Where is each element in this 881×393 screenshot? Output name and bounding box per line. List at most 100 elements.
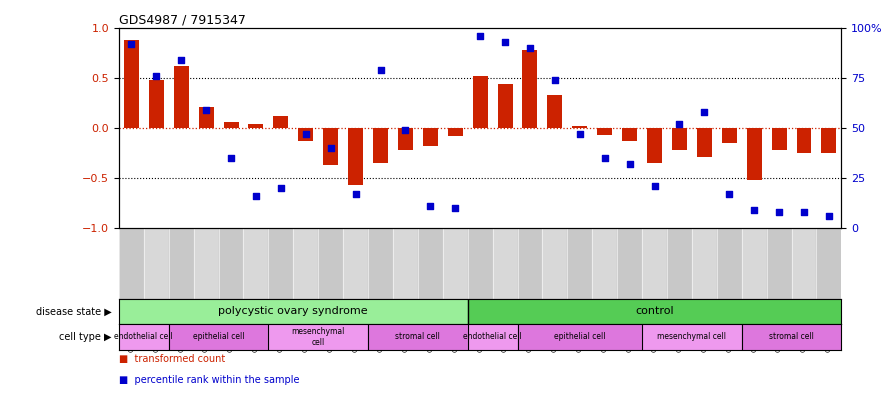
Point xyxy=(199,107,213,113)
Point xyxy=(573,130,587,137)
Bar xyxy=(418,228,443,299)
Bar xyxy=(373,128,388,163)
Bar xyxy=(368,228,393,299)
Bar xyxy=(119,299,468,324)
Point xyxy=(448,205,463,211)
Bar xyxy=(592,228,618,299)
Bar xyxy=(642,324,742,350)
Bar xyxy=(517,324,642,350)
Point xyxy=(722,191,737,197)
Bar xyxy=(567,228,592,299)
Bar xyxy=(443,228,468,299)
Text: stromal cell: stromal cell xyxy=(396,332,440,342)
Bar xyxy=(393,228,418,299)
Point xyxy=(423,203,437,209)
Text: mesenchymal cell: mesenchymal cell xyxy=(657,332,727,342)
Bar xyxy=(517,228,543,299)
Point xyxy=(623,161,637,167)
Text: stromal cell: stromal cell xyxy=(769,332,814,342)
Bar xyxy=(722,128,737,143)
Point xyxy=(747,207,761,213)
Bar xyxy=(766,228,791,299)
Point xyxy=(473,32,487,39)
Bar xyxy=(218,228,243,299)
Text: ■  transformed count: ■ transformed count xyxy=(119,354,226,364)
Bar xyxy=(299,128,314,141)
Bar xyxy=(492,228,517,299)
Text: GDS4987 / 7915347: GDS4987 / 7915347 xyxy=(119,13,246,26)
Bar xyxy=(293,228,318,299)
Text: control: control xyxy=(635,307,674,316)
Bar xyxy=(742,324,841,350)
Bar xyxy=(348,128,363,185)
Bar xyxy=(622,128,637,141)
Text: epithelial cell: epithelial cell xyxy=(554,332,605,342)
Text: endothelial cell: endothelial cell xyxy=(463,332,522,342)
Point xyxy=(124,40,138,47)
Bar xyxy=(821,128,836,153)
Text: mesenchymal
cell: mesenchymal cell xyxy=(292,327,344,347)
Bar xyxy=(742,228,766,299)
Bar xyxy=(398,128,413,150)
Bar xyxy=(119,324,169,350)
Bar xyxy=(618,228,642,299)
Point xyxy=(772,209,786,215)
Bar xyxy=(144,228,169,299)
Bar xyxy=(448,128,463,136)
Point xyxy=(672,121,686,127)
Bar xyxy=(224,122,239,128)
Point xyxy=(323,145,337,151)
Bar xyxy=(772,128,787,150)
Point xyxy=(797,209,811,215)
Bar xyxy=(194,228,218,299)
Point xyxy=(597,155,611,161)
Text: endothelial cell: endothelial cell xyxy=(115,332,174,342)
Point xyxy=(224,155,238,161)
Point xyxy=(548,77,562,83)
Bar xyxy=(692,228,717,299)
Bar xyxy=(791,228,817,299)
Bar xyxy=(468,228,492,299)
Point xyxy=(523,44,537,51)
Point xyxy=(149,72,163,79)
Bar xyxy=(642,228,667,299)
Bar xyxy=(473,75,487,128)
Bar xyxy=(747,128,762,180)
Bar xyxy=(697,128,712,157)
Bar xyxy=(796,128,811,153)
Text: cell type ▶: cell type ▶ xyxy=(59,332,112,342)
Point xyxy=(299,130,313,137)
Point xyxy=(822,213,836,219)
Point xyxy=(697,108,711,115)
Bar xyxy=(343,228,368,299)
Point xyxy=(249,193,263,199)
Bar xyxy=(468,299,841,324)
Bar xyxy=(323,128,338,165)
Point xyxy=(174,57,189,63)
Bar xyxy=(817,228,841,299)
Bar xyxy=(597,128,612,135)
Bar xyxy=(248,124,263,128)
Bar xyxy=(318,228,343,299)
Bar xyxy=(174,66,189,128)
Point xyxy=(648,183,662,189)
Bar xyxy=(169,324,269,350)
Bar xyxy=(423,128,438,146)
Bar xyxy=(573,126,588,128)
Bar xyxy=(498,84,513,128)
Bar xyxy=(149,80,164,128)
Bar xyxy=(124,40,139,128)
Text: polycystic ovary syndrome: polycystic ovary syndrome xyxy=(218,307,368,316)
Point xyxy=(349,191,363,197)
Bar xyxy=(522,50,537,128)
Bar xyxy=(198,107,213,128)
Bar xyxy=(368,324,468,350)
Point xyxy=(498,39,512,45)
Text: ■  percentile rank within the sample: ■ percentile rank within the sample xyxy=(119,375,300,385)
Point xyxy=(398,127,412,133)
Bar xyxy=(647,128,662,163)
Bar xyxy=(468,324,517,350)
Bar xyxy=(717,228,742,299)
Bar xyxy=(273,116,288,128)
Bar xyxy=(269,228,293,299)
